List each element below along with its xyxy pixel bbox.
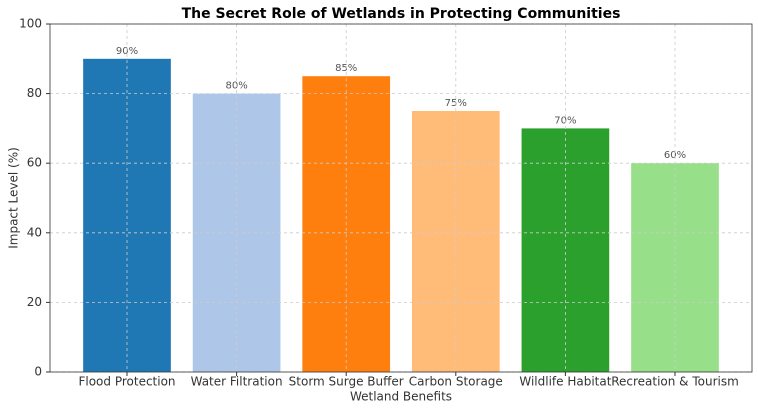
y-axis-label: Impact Level (%) (7, 147, 21, 249)
x-tick-label: Water Filtration (191, 375, 283, 389)
value-label: 60% (664, 150, 686, 161)
x-tick-label: Flood Protection (78, 375, 175, 389)
x-tick-label: Carbon Storage (409, 375, 503, 389)
x-tick-label: Storm Surge Buffer (289, 375, 404, 389)
y-tick-label: 80 (27, 86, 42, 100)
x-tick-label: Recreation & Tourism (611, 375, 739, 389)
chart-title: The Secret Role of Wetlands in Protectin… (182, 6, 621, 22)
x-tick-label: Wildlife Habitat (519, 375, 611, 389)
plot-frame (49, 23, 753, 373)
y-tick-label: 0 (34, 365, 42, 379)
x-axis-label: Wetland Benefits (350, 390, 452, 404)
y-tick-label: 40 (27, 225, 42, 239)
y-tick-label: 100 (19, 17, 42, 31)
value-label: 90% (116, 46, 138, 57)
y-tick-label: 20 (27, 295, 42, 309)
y-tick-label: 60 (27, 156, 42, 170)
